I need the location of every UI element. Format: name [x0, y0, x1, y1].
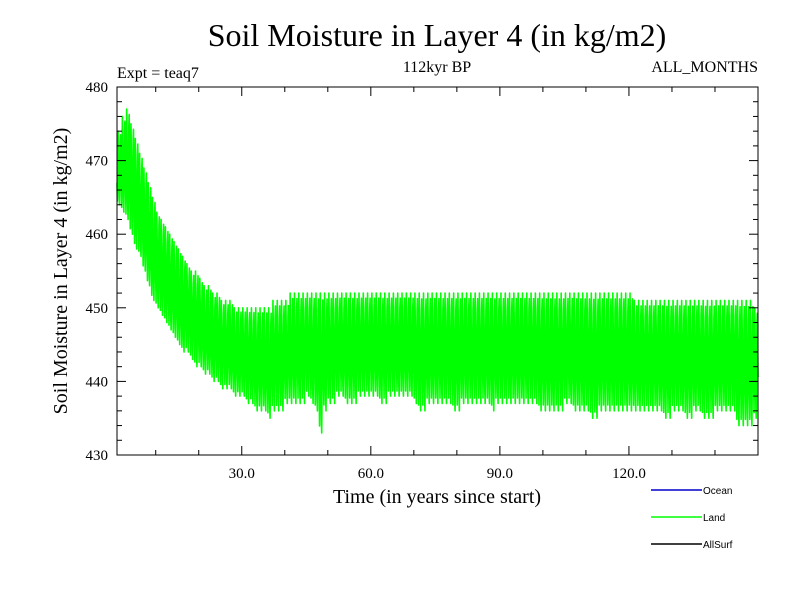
legend: Ocean Land AllSurf	[651, 486, 733, 551]
months-label: ALL_MONTHS	[651, 59, 758, 76]
chart-subtitle: 112kyr BP	[403, 59, 471, 76]
y-tick-label: 480	[86, 80, 109, 96]
series-line-land	[116, 108, 759, 434]
y-tick-label: 460	[86, 227, 109, 243]
y-tick-label: 430	[86, 448, 109, 464]
y-tick-label: 440	[86, 374, 109, 390]
y-axis-label: Soil Moisture in Layer 4 (in kg/m2)	[50, 128, 72, 415]
x-tick-label: 60.0	[358, 466, 384, 482]
axes-layer: 30.0 60.0 90.0 120.0 430 440 450 460 470 480	[86, 80, 759, 482]
chart-title: Soil Moisture in Layer 4 (in kg/m2)	[208, 17, 667, 53]
x-tick-label: 30.0	[229, 466, 255, 482]
x-axis-label: Time (in years since start)	[333, 486, 541, 508]
plot-frame	[116, 86, 759, 456]
y-tick-label: 450	[86, 301, 109, 317]
legend-label-ocean: Ocean	[703, 486, 732, 497]
x-tick-label: 120.0	[612, 466, 646, 482]
legend-label-allsurf: AllSurf	[703, 540, 733, 551]
x-tick-label: 90.0	[487, 466, 513, 482]
series-layer	[116, 108, 759, 434]
legend-label-land: Land	[703, 513, 725, 524]
experiment-label: Expt = teaq7	[117, 65, 199, 82]
y-tick-label: 470	[86, 154, 109, 170]
